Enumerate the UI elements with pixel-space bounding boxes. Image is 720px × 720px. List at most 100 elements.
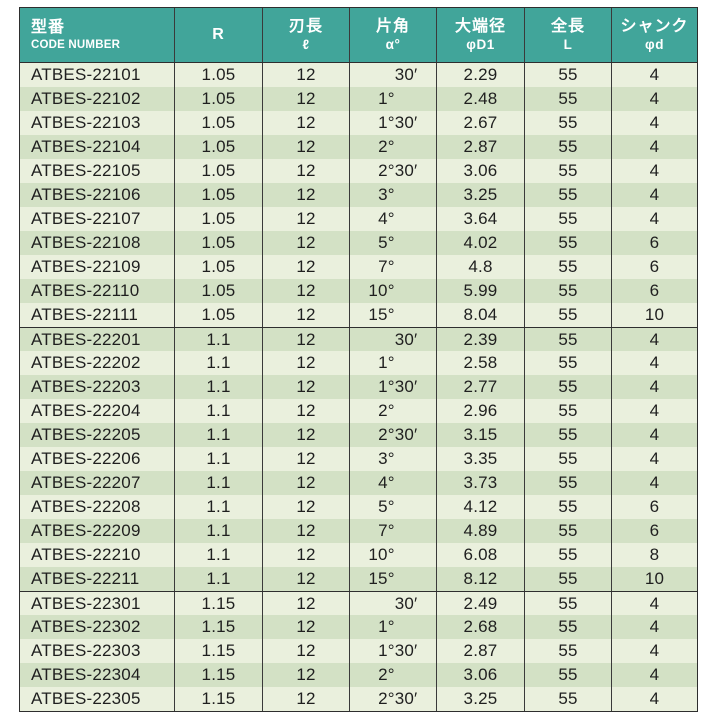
cell-flute-length: 12 [262, 471, 349, 495]
angle-degrees: 15° [368, 305, 395, 324]
cell-flute-length: 12 [262, 328, 349, 351]
cell-radius: 1.1 [174, 543, 262, 567]
cell-radius: 1.15 [174, 687, 262, 711]
cell-code-number: ATBES-22207 [31, 473, 141, 492]
cell-large-end-diameter: 3.15 [436, 423, 524, 447]
cell-overall-length: 55 [524, 687, 611, 711]
table-row: ATBES-22210 1.1 12 10° 6.08 55 8 [20, 543, 697, 567]
angle-minutes [395, 543, 436, 567]
angle-degrees: 1° [378, 377, 395, 396]
cell-radius: 1.05 [174, 87, 262, 111]
cell-large-end-diameter: 2.87 [436, 135, 524, 159]
col-header-overall-length: 全長 L [524, 8, 611, 62]
cell-overall-length: 55 [524, 399, 611, 423]
cell-flute-length: 12 [262, 519, 349, 543]
cell-half-angle: 1° 30′ [349, 111, 436, 135]
angle-minutes [395, 255, 436, 279]
angle-minutes [395, 447, 436, 471]
cell-large-end-diameter: 4.12 [436, 495, 524, 519]
cell-overall-length: 55 [524, 375, 611, 399]
cell-half-angle: 1° [349, 615, 436, 639]
cell-flute-length: 12 [262, 135, 349, 159]
cell-overall-length: 55 [524, 615, 611, 639]
cell-shank-diameter: 6 [611, 255, 697, 279]
cell-overall-length: 55 [524, 279, 611, 303]
table-row: ATBES-22105 1.05 12 2° 30′ 3.06 55 4 [20, 159, 697, 183]
angle-degrees: 5° [378, 233, 395, 252]
cell-code-number: ATBES-22303 [31, 641, 141, 660]
angle-degrees: 2° [378, 689, 395, 708]
cell-large-end-diameter: 2.29 [436, 63, 524, 87]
angle-degrees: 15° [368, 569, 395, 588]
cell-code-number: ATBES-22206 [31, 449, 141, 468]
col-header-code-number-jp: 型番 [31, 19, 66, 37]
col-header-shank-diameter: シャンク φd [611, 8, 697, 62]
cell-code-number: ATBES-22102 [31, 89, 141, 108]
angle-minutes: 30′ [394, 689, 418, 708]
cell-half-angle: 10° [349, 279, 436, 303]
cell-large-end-diameter: 5.99 [436, 279, 524, 303]
angle-minutes [395, 207, 436, 231]
cell-shank-diameter: 10 [611, 567, 697, 591]
cell-flute-length: 12 [262, 231, 349, 255]
angle-degrees [350, 63, 395, 87]
cell-code-number: ATBES-22304 [31, 665, 141, 684]
col-header-flute-length-symbol: ℓ [302, 36, 310, 52]
cell-flute-length: 12 [262, 207, 349, 231]
cell-flute-length: 12 [262, 159, 349, 183]
cell-radius: 1.15 [174, 663, 262, 687]
cell-large-end-diameter: 3.35 [436, 447, 524, 471]
angle-minutes: 30′ [394, 113, 418, 132]
cell-shank-diameter: 4 [611, 111, 697, 135]
cell-half-angle: 10° [349, 543, 436, 567]
cell-half-angle: 2° [349, 399, 436, 423]
cell-flute-length: 12 [262, 567, 349, 591]
cell-radius: 1.05 [174, 135, 262, 159]
table-row: ATBES-22202 1.1 12 1° 2.58 55 4 [20, 351, 697, 375]
angle-minutes [395, 471, 436, 495]
angle-minutes: 30′ [394, 161, 418, 180]
cell-code-number: ATBES-22110 [31, 281, 140, 300]
cell-half-angle: 1° [349, 351, 436, 375]
cell-half-angle: 2° 30′ [349, 159, 436, 183]
cell-code-number: ATBES-22208 [31, 497, 141, 516]
angle-degrees: 10° [368, 545, 395, 564]
col-header-flute-length-jp: 刃長 [288, 18, 323, 35]
cell-large-end-diameter: 2.68 [436, 615, 524, 639]
cell-code-number: ATBES-22103 [31, 113, 141, 132]
table-row: ATBES-22103 1.05 12 1° 30′ 2.67 55 4 [20, 111, 697, 135]
cell-radius: 1.1 [174, 447, 262, 471]
cell-half-angle: 30′ [349, 592, 436, 615]
angle-minutes: 30′ [394, 377, 418, 396]
tool-spec-table: 型番 CODE NUMBER R 刃長 ℓ 片角 α° 大端径 φD1 全長 L… [19, 7, 698, 712]
cell-flute-length: 12 [262, 303, 349, 327]
cell-overall-length: 55 [524, 423, 611, 447]
cell-overall-length: 55 [524, 567, 611, 591]
col-header-radius-label: R [212, 26, 225, 44]
cell-code-number: ATBES-22209 [31, 521, 141, 540]
cell-half-angle: 5° [349, 495, 436, 519]
cell-shank-diameter: 4 [611, 135, 697, 159]
angle-degrees [350, 592, 395, 615]
angle-minutes [395, 519, 436, 543]
cell-shank-diameter: 6 [611, 231, 697, 255]
angle-degrees: 2° [378, 161, 395, 180]
cell-overall-length: 55 [524, 495, 611, 519]
cell-half-angle: 1° 30′ [349, 375, 436, 399]
angle-degrees: 2° [378, 425, 395, 444]
cell-radius: 1.1 [174, 423, 262, 447]
table-row: ATBES-22205 1.1 12 2° 30′ 3.15 55 4 [20, 423, 697, 447]
angle-minutes: 30′ [394, 425, 418, 444]
cell-large-end-diameter: 4.8 [436, 255, 524, 279]
cell-large-end-diameter: 3.25 [436, 183, 524, 207]
cell-large-end-diameter: 2.39 [436, 328, 524, 351]
col-header-overall-length-jp: 全長 [550, 18, 585, 35]
col-header-shank-diameter-jp: シャンク [620, 18, 689, 35]
cell-code-number: ATBES-22106 [31, 185, 141, 204]
col-header-half-angle-jp: 片角 [375, 18, 410, 35]
angle-degrees: 7° [378, 521, 395, 540]
cell-radius: 1.1 [174, 495, 262, 519]
cell-radius: 1.15 [174, 592, 262, 615]
cell-radius: 1.15 [174, 639, 262, 663]
col-header-large-end-diameter: 大端径 φD1 [436, 8, 524, 62]
